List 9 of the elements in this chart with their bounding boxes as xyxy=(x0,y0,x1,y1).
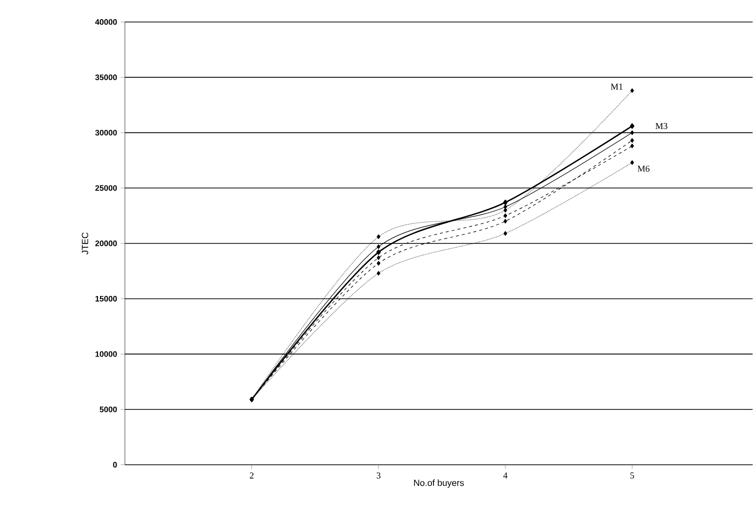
y-axis-title: JTEC xyxy=(82,232,88,255)
x-tick-label: 3 xyxy=(376,472,380,479)
x-tick-label: 4 xyxy=(503,472,508,479)
x-tick-label: 5 xyxy=(630,472,634,479)
x-axis-title: No.of buyers xyxy=(414,480,464,488)
series-label: M6 xyxy=(638,166,650,172)
x-tick-label: 2 xyxy=(250,472,254,479)
series-label: M1 xyxy=(610,84,622,90)
text: M3 xyxy=(656,123,668,130)
